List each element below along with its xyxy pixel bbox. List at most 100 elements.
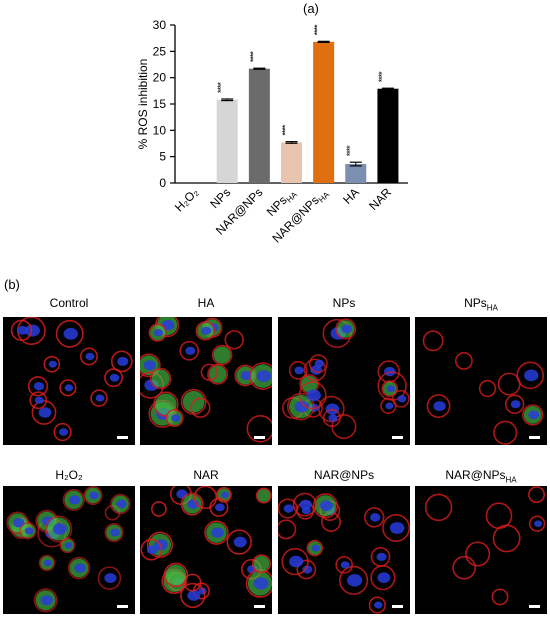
cell — [148, 323, 167, 342]
cell — [200, 363, 218, 381]
cell — [79, 347, 98, 366]
y-tick-label: 10 — [153, 123, 167, 137]
cell — [27, 376, 49, 397]
cell — [19, 522, 37, 540]
ros-inhibition-bar-chart: 0 5 10 15 20 25 30 % ROS inhibition H₂O₂ **** NPs *… — [136, 18, 408, 247]
y-axis-label: % ROS inhibition — [136, 59, 150, 150]
y-tick-label: 25 — [153, 44, 167, 58]
cell — [312, 493, 339, 519]
cell — [180, 582, 206, 609]
cell — [226, 529, 252, 555]
cell — [149, 367, 172, 390]
cell — [251, 554, 272, 574]
cell — [370, 547, 391, 567]
cell — [382, 514, 410, 542]
cell — [278, 519, 297, 540]
cell — [424, 493, 453, 522]
significance-label: **** — [377, 71, 387, 83]
scale-bar — [254, 605, 265, 608]
bar-4 — [313, 41, 335, 183]
scale-bar — [254, 436, 265, 439]
bar-6 — [377, 88, 399, 183]
cell — [179, 340, 200, 361]
cell — [516, 361, 545, 390]
significance-label: **** — [345, 145, 355, 157]
cell — [67, 556, 91, 580]
cell — [485, 502, 513, 530]
confocal-image — [140, 486, 272, 614]
panel-b-label: (b) — [4, 277, 20, 292]
cell — [287, 392, 315, 421]
x-tick-label: HA — [340, 185, 362, 207]
cell — [493, 420, 518, 445]
cell — [281, 547, 309, 576]
cell — [363, 507, 385, 528]
cell — [335, 556, 353, 574]
cell — [151, 501, 167, 517]
image-title: H₂O₂ — [55, 468, 83, 482]
confocal-image — [278, 486, 410, 614]
cell — [190, 397, 211, 418]
scale-bar — [392, 436, 403, 439]
cell — [339, 565, 369, 595]
cell — [370, 565, 396, 591]
cell — [422, 330, 444, 352]
cell — [504, 394, 525, 415]
cell — [249, 362, 272, 391]
cell — [10, 319, 33, 342]
cell — [306, 539, 324, 557]
cell — [246, 414, 272, 443]
cell — [528, 486, 546, 504]
cell — [492, 524, 521, 553]
cell — [33, 588, 58, 613]
cell — [522, 404, 544, 426]
bar-5 — [345, 164, 367, 183]
scale-bar — [392, 605, 403, 608]
scale-bar — [529, 605, 540, 608]
cell — [392, 389, 410, 408]
image-title: NPsHA — [464, 296, 498, 313]
cell — [193, 486, 218, 510]
bar-1 — [216, 99, 238, 183]
confocal-image — [415, 317, 547, 445]
image-title: NAR@NPsHA — [445, 468, 517, 485]
cell — [296, 559, 317, 580]
x-tick-label: NAR — [366, 185, 394, 213]
confocal-image — [3, 486, 135, 614]
cell — [195, 321, 216, 341]
confocal-image — [278, 317, 410, 445]
cell — [491, 588, 509, 606]
y-tick-label: 0 — [159, 176, 166, 190]
panel-a-label: (a) — [303, 1, 319, 16]
bar-2 — [248, 68, 270, 183]
confocal-image — [140, 317, 272, 445]
bar-3 — [281, 142, 302, 183]
x-tick-label: NPs — [207, 185, 233, 211]
cell — [368, 596, 386, 614]
cell — [90, 389, 108, 407]
cell — [55, 319, 84, 348]
significance-label: **** — [313, 24, 323, 36]
cell — [245, 569, 272, 598]
cell — [335, 318, 357, 340]
cell — [209, 497, 229, 517]
cell — [224, 330, 244, 350]
cell — [255, 487, 272, 504]
y-tick-label: 30 — [153, 18, 167, 32]
cell — [211, 344, 233, 366]
cell — [62, 488, 85, 511]
y-tick-label: 5 — [159, 150, 166, 164]
x-tick-label: H₂O₂ — [172, 185, 201, 214]
image-title: NAR@NPs — [313, 468, 375, 482]
cell — [381, 380, 399, 398]
cell — [31, 400, 57, 425]
significance-label: **** — [248, 51, 258, 63]
image-title: NPs — [332, 296, 356, 310]
image-title: HA — [197, 296, 215, 310]
cell — [528, 515, 546, 532]
cell — [426, 394, 451, 418]
cell — [53, 422, 72, 442]
cell — [45, 515, 73, 543]
image-title: Control — [49, 296, 89, 310]
cell — [478, 379, 497, 398]
